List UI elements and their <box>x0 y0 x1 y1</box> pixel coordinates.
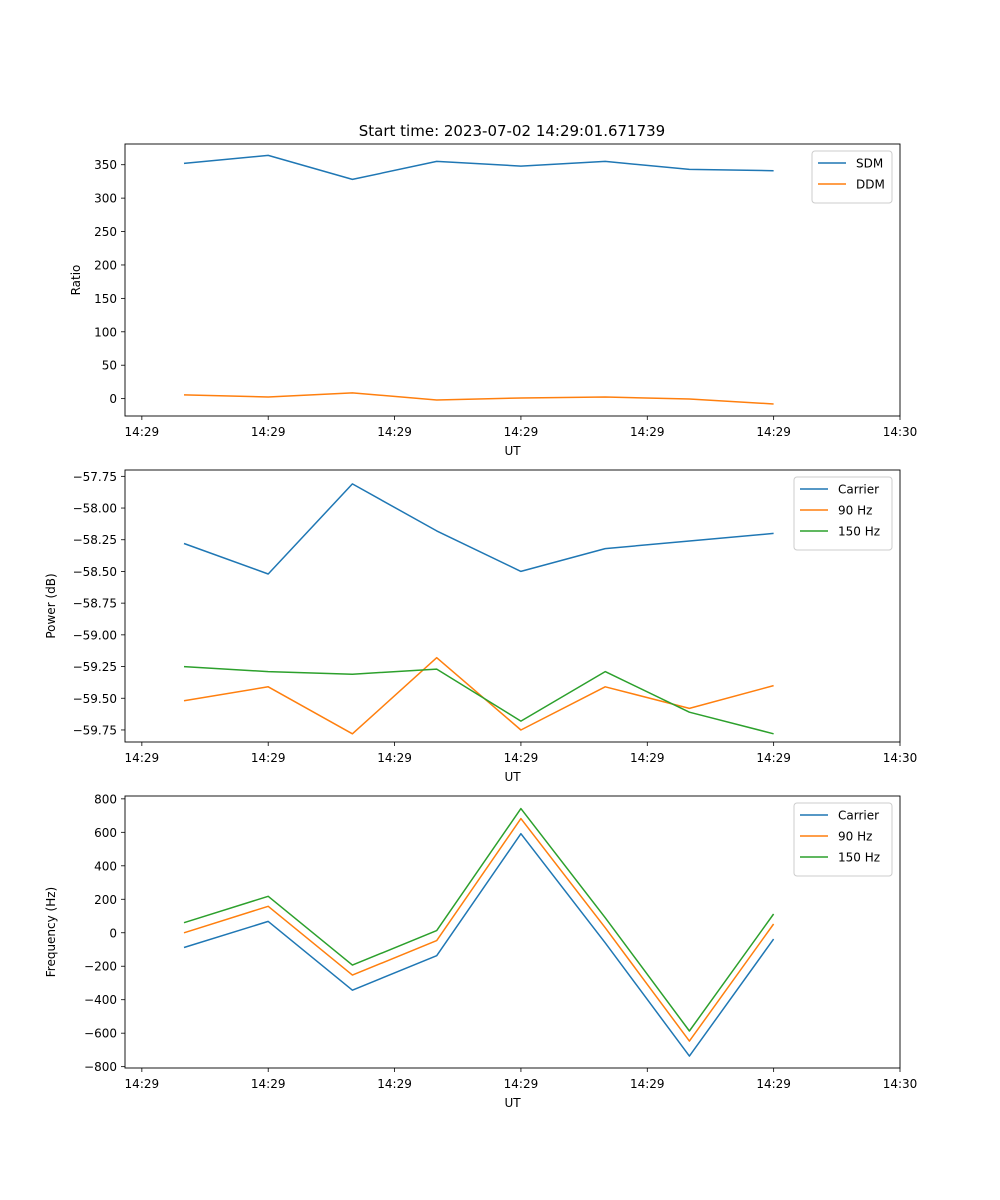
x-tick-label: 14:29 <box>125 1077 160 1091</box>
subplot-2: 14:29 14:29 14:29 14:29 14:29 14:29 14:30 −57.7… <box>44 469 918 784</box>
x-tick-label: 14:29 <box>504 751 539 765</box>
x-tick-label: 14:29 <box>630 425 665 439</box>
legend: SDM DDM <box>811 150 893 204</box>
y-tick-label: 250 <box>94 225 117 239</box>
legend: Carrier 90 Hz 150 Hz <box>793 476 893 551</box>
legend-box <box>811 150 893 204</box>
x-tick-label: 14:29 <box>756 751 791 765</box>
series-line-sdm <box>183 154 774 181</box>
chart-title: Start time: 2023-07-02 14:29:01.671739 <box>359 122 665 140</box>
y-tick-label: −59.50 <box>73 692 117 706</box>
x-tick-label: 14:29 <box>251 1077 286 1091</box>
x-tick-label: 14:29 <box>125 751 160 765</box>
y-tick-label: −800 <box>84 1060 117 1074</box>
y-tick-label: −57.75 <box>73 470 117 484</box>
x-tick-label: 14:29 <box>756 1077 791 1091</box>
y-tick-label: 50 <box>102 359 117 373</box>
y-tick-label: 0 <box>109 392 117 406</box>
y-tick-label: 350 <box>94 158 117 172</box>
legend-entry: 90 Hz <box>838 504 872 518</box>
legend-entry: DDM <box>856 178 885 192</box>
x-tick-label: 14:29 <box>504 425 539 439</box>
y-tick-label: −59.75 <box>73 723 117 737</box>
y-tick-label: 200 <box>94 893 117 907</box>
x-tick-label: 14:29 <box>756 425 791 439</box>
y-axis-label: Power (dB) <box>44 573 58 638</box>
x-tick-label: 14:29 <box>504 1077 539 1091</box>
x-tick-label: 14:30 <box>883 1077 918 1091</box>
y-tick-label: −59.00 <box>73 628 117 642</box>
axes-frame <box>124 143 901 417</box>
y-axis-label: Ratio <box>69 265 83 296</box>
y-tick-label: −58.75 <box>73 597 117 611</box>
y-tick-label: −58.50 <box>73 565 117 579</box>
series-line-ddm <box>183 392 774 405</box>
x-tick-label: 14:29 <box>377 1077 412 1091</box>
x-tick-label: 14:30 <box>883 425 918 439</box>
series-line-carrier <box>183 483 774 575</box>
x-tick-label: 14:29 <box>251 425 286 439</box>
series-line-90-hz <box>183 817 775 1042</box>
x-tick-label: 14:29 <box>377 751 412 765</box>
legend-entry: Carrier <box>838 809 879 823</box>
y-tick-label: −58.00 <box>73 502 117 516</box>
y-axis-label: Frequency (Hz) <box>44 887 58 978</box>
x-tick-label: 14:29 <box>125 425 160 439</box>
x-tick-label: 14:29 <box>630 751 665 765</box>
y-tick-label: −200 <box>84 960 117 974</box>
y-tick-label: −59.25 <box>73 660 117 674</box>
legend-entry: SDM <box>856 157 883 171</box>
subplot-1: 14:29 14:29 14:29 14:29 14:29 14:29 14:30 0 50 10… <box>69 143 918 458</box>
y-tick-label: 200 <box>94 258 117 272</box>
legend-entry: Carrier <box>838 483 879 497</box>
axes-frame <box>124 469 901 743</box>
legend: Carrier 90 Hz 150 Hz <box>793 802 893 877</box>
legend-entry: 90 Hz <box>838 830 872 844</box>
series-line-150-hz <box>183 665 774 735</box>
y-tick-label: 150 <box>94 292 117 306</box>
x-tick-label: 14:29 <box>630 1077 665 1091</box>
x-axis-label: UT <box>504 770 521 784</box>
y-tick-label: 800 <box>94 792 117 806</box>
axes-frame <box>124 795 901 1069</box>
y-tick-label: 100 <box>94 325 117 339</box>
x-axis-label: UT <box>504 444 521 458</box>
series-line-carrier <box>183 832 775 1057</box>
y-tick-label: 400 <box>94 859 117 873</box>
legend-entry: 150 Hz <box>838 525 880 539</box>
legend-entry: 150 Hz <box>838 851 880 865</box>
x-tick-label: 14:29 <box>251 751 286 765</box>
x-tick-label: 14:29 <box>377 425 412 439</box>
y-tick-label: −600 <box>84 1027 117 1041</box>
y-tick-label: 600 <box>94 826 117 840</box>
x-tick-label: 14:30 <box>883 751 918 765</box>
subplot-3: 14:29 14:29 14:29 14:29 14:29 14:29 14:30 800 60… <box>44 792 917 1110</box>
y-tick-label: −400 <box>84 993 117 1007</box>
y-tick-label: 300 <box>94 192 117 206</box>
x-axis-label: UT <box>504 1096 521 1110</box>
series-line-150-hz <box>183 807 775 1032</box>
y-tick-label: −58.25 <box>73 533 117 547</box>
y-tick-label: 0 <box>109 926 117 940</box>
